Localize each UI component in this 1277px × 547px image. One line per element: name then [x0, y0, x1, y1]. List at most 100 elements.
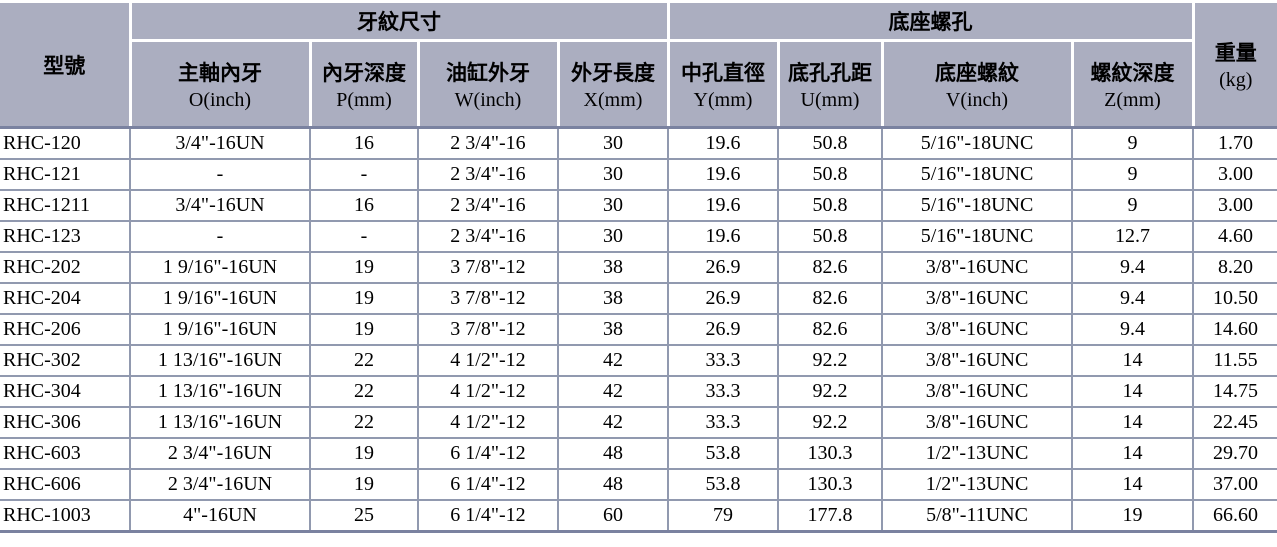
value-cell: 2 3/4"-16 [417, 189, 559, 222]
value-cell: 19.6 [667, 158, 779, 191]
value-cell: 33.3 [667, 344, 779, 377]
value-cell: 9.4 [1071, 313, 1194, 346]
table-row: RHC-204 1 9/16"-16UN 19 3 7/8"-12 38 26.9 82.6… [0, 282, 1277, 315]
value-cell: 60 [557, 499, 669, 533]
value-cell: 3/4"-16UN [129, 189, 311, 222]
value-cell: 9 [1071, 158, 1194, 191]
value-cell: 50.8 [777, 220, 883, 253]
value-cell: 82.6 [777, 251, 883, 284]
value-cell: 92.2 [777, 344, 883, 377]
value-cell: 30 [557, 158, 669, 191]
table-row: RHC-302 1 13/16"-16UN 22 4 1/2"-12 42 33.3 92.… [0, 344, 1277, 377]
table-row: RHC-606 2 3/4"-16UN 19 6 1/4"-12 48 53.8 130.3… [0, 468, 1277, 501]
header-center-hole-diameter: 中孔直徑 Y(mm) [666, 39, 780, 129]
value-cell: 22 [309, 344, 419, 377]
value-cell: 26.9 [667, 251, 779, 284]
value-cell: 5/16"-18UNC [881, 189, 1073, 222]
value-cell: 6 1/4"-12 [417, 468, 559, 501]
header-col-label: 外牙長度 [571, 60, 655, 85]
value-cell: 33.3 [667, 406, 779, 439]
value-cell: 10.50 [1192, 282, 1277, 315]
header-col-symbol: O(inch) [188, 88, 252, 111]
value-cell: 12.7 [1071, 220, 1194, 253]
value-cell: 3/8"-16UNC [881, 251, 1073, 284]
value-cell: 38 [557, 251, 669, 284]
header-col-symbol: Z(mm) [1104, 88, 1161, 111]
table-header: 型號 牙紋尺寸 底座螺孔 重量 (kg) 主軸內牙 O(inch) 內牙深度 P… [0, 0, 1277, 129]
value-cell: 11.55 [1192, 344, 1277, 377]
value-cell: 177.8 [777, 499, 883, 533]
header-base-thread: 底座螺紋 V(inch) [880, 39, 1074, 129]
table-row: RHC-120 3/4"-16UN 16 2 3/4"-16 30 19.6 50.8 5/1… [0, 126, 1277, 160]
value-cell: 25 [309, 499, 419, 533]
model-cell: RHC-202 [0, 251, 131, 284]
value-cell: 2 3/4"-16UN [129, 468, 311, 501]
value-cell: 42 [557, 406, 669, 439]
model-cell: RHC-123 [0, 220, 131, 253]
value-cell: 42 [557, 344, 669, 377]
value-cell: 26.9 [667, 313, 779, 346]
value-cell: 1 13/16"-16UN [129, 344, 311, 377]
value-cell: 2 3/4"-16 [417, 220, 559, 253]
value-cell: 92.2 [777, 406, 883, 439]
value-cell: 5/16"-18UNC [881, 126, 1073, 160]
header-weight: 重量 (kg) [1191, 0, 1277, 129]
value-cell: 19 [309, 313, 419, 346]
value-cell: 1 9/16"-16UN [129, 251, 311, 284]
value-cell: 53.8 [667, 468, 779, 501]
value-cell: 1 13/16"-16UN [129, 375, 311, 408]
value-cell: 82.6 [777, 282, 883, 315]
value-cell: 38 [557, 282, 669, 315]
value-cell: 48 [557, 468, 669, 501]
value-cell: 92.2 [777, 375, 883, 408]
value-cell: 50.8 [777, 158, 883, 191]
header-col-label: 主軸內牙 [178, 60, 262, 85]
value-cell: 3 7/8"-12 [417, 251, 559, 284]
header-thread-depth: 螺紋深度 Z(mm) [1070, 39, 1193, 129]
value-cell: 82.6 [777, 313, 883, 346]
value-cell: 4.60 [1192, 220, 1277, 253]
value-cell: 1 9/16"-16UN [129, 313, 311, 346]
value-cell: 53.8 [667, 437, 779, 470]
model-cell: RHC-306 [0, 406, 131, 439]
value-cell: 30 [557, 220, 669, 253]
value-cell: 79 [667, 499, 779, 533]
model-cell: RHC-1003 [0, 499, 131, 533]
model-cell: RHC-204 [0, 282, 131, 315]
header-cylinder-outer-thread: 油缸外牙 W(inch) [416, 39, 560, 129]
header-col-symbol: X(mm) [583, 88, 643, 111]
table-row: RHC-603 2 3/4"-16UN 19 6 1/4"-12 48 53.8 130.3… [0, 437, 1277, 470]
value-cell: 1/2"-13UNC [881, 468, 1073, 501]
value-cell: 14 [1071, 344, 1194, 377]
value-cell: 19 [309, 251, 419, 284]
header-col-label: 螺紋深度 [1090, 60, 1175, 85]
value-cell: 3 7/8"-12 [417, 282, 559, 315]
header-group-row: 型號 牙紋尺寸 底座螺孔 重量 (kg) [0, 0, 1277, 129]
value-cell: 1 9/16"-16UN [129, 282, 311, 315]
value-cell: 19.6 [667, 189, 779, 222]
value-cell: 6 1/4"-12 [417, 437, 559, 470]
value-cell: 30 [557, 126, 669, 160]
table-row: RHC-1003 4"-16UN 25 6 1/4"-12 60 79 177.8 5/8"-… [0, 499, 1277, 533]
value-cell: 3/8"-16UNC [881, 344, 1073, 377]
value-cell: 9.4 [1071, 282, 1194, 315]
value-cell: 50.8 [777, 126, 883, 160]
header-weight-label: 重量 [1214, 41, 1257, 65]
value-cell: 9.4 [1071, 251, 1194, 284]
value-cell: 3/8"-16UNC [881, 282, 1073, 315]
model-cell: RHC-302 [0, 344, 131, 377]
header-col-label: 中孔直徑 [681, 60, 765, 85]
value-cell: 4 1/2"-12 [417, 344, 559, 377]
model-cell: RHC-206 [0, 313, 131, 346]
header-spindle-inner-thread: 主軸內牙 O(inch) [130, 39, 312, 129]
value-cell: 42 [557, 375, 669, 408]
value-cell: 50.8 [777, 189, 883, 222]
value-cell: - [129, 220, 311, 253]
table-row: RHC-306 1 13/16"-16UN 22 4 1/2"-12 42 33.3 92.… [0, 406, 1277, 439]
value-cell: 19 [309, 437, 419, 470]
value-cell: 29.70 [1192, 437, 1277, 470]
value-cell: - [309, 220, 419, 253]
value-cell: 19.6 [667, 126, 779, 160]
value-cell: 22 [309, 406, 419, 439]
value-cell: 33.3 [667, 375, 779, 408]
